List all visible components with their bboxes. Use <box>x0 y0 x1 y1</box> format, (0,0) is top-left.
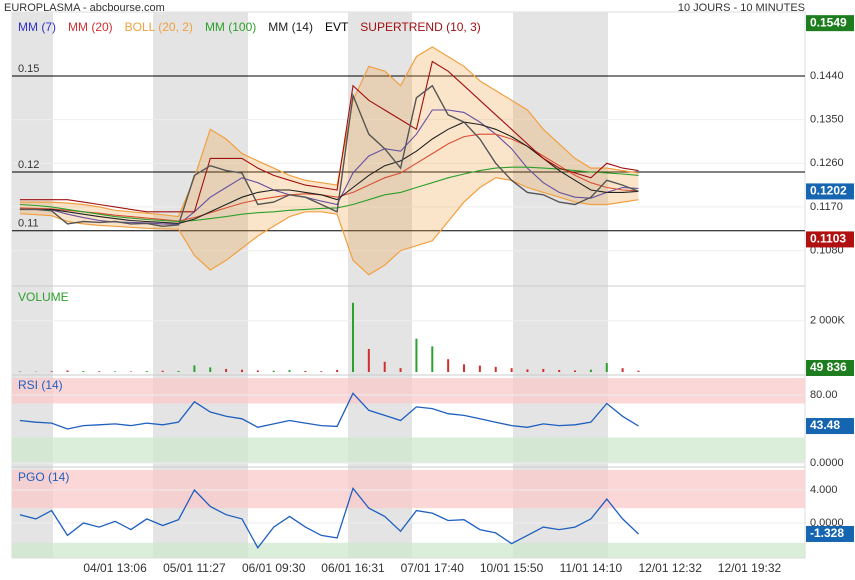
y-tick-label: 0.1080 <box>810 244 844 256</box>
y-tick-label: 0.1170 <box>810 201 843 213</box>
series-line <box>19 486 639 549</box>
volume-bar <box>510 368 513 372</box>
volume-bar <box>225 368 228 372</box>
volume-bar <box>526 369 529 372</box>
panel-title: PGO (14) <box>18 470 69 484</box>
volume-bar <box>256 370 259 372</box>
value-tag <box>806 360 854 376</box>
volume-bar <box>589 369 592 372</box>
legend-entry: MM (7) <box>18 20 56 34</box>
volume-bar <box>304 370 307 372</box>
volume-bar <box>463 364 466 372</box>
volume-bar <box>114 371 117 372</box>
value-tag-label: 0.1202 <box>810 184 847 198</box>
volume-bar <box>447 359 450 372</box>
volume-bar <box>177 370 180 372</box>
zone <box>12 378 805 404</box>
level-label: 0.15 <box>18 63 39 75</box>
legend-entry: MM (100) <box>205 20 256 34</box>
zone <box>12 437 805 463</box>
volume-bar <box>558 369 561 372</box>
series-line <box>19 392 639 430</box>
value-tag <box>806 15 854 32</box>
x-tick-label: 06/01 16:31 <box>321 561 385 575</box>
volume-bar <box>399 368 402 372</box>
volume-bar <box>336 369 339 372</box>
volume-bar <box>478 365 481 372</box>
volume-bar <box>18 371 21 372</box>
volume-bar <box>494 366 497 372</box>
x-tick-label: 04/01 13:06 <box>83 561 147 575</box>
value-tag-label: -1.328 <box>810 526 844 540</box>
volume-bar <box>82 370 85 372</box>
legend-entry: MM (20) <box>68 20 113 34</box>
volume-bar <box>415 338 418 372</box>
x-tick-label: 12/01 19:32 <box>718 561 782 575</box>
y-tick-label: 0.1350 <box>810 114 844 126</box>
series-line <box>19 121 639 224</box>
value-tag-label: 49 836 <box>810 360 847 374</box>
panel-title: VOLUME <box>18 290 69 304</box>
level-label: 0.12 <box>18 159 39 171</box>
x-tick-label: 10/01 15:50 <box>480 561 544 575</box>
volume-bar <box>542 368 545 372</box>
value-tag <box>806 525 854 542</box>
x-tick-label: 12/01 12:32 <box>638 561 702 575</box>
volume-bar <box>209 367 212 372</box>
y-tick-label: 80.00 <box>810 389 838 401</box>
volume-bar <box>66 370 69 372</box>
value-tag <box>806 418 854 435</box>
panel-title: RSI (14) <box>18 378 63 392</box>
volume-bar <box>383 361 386 372</box>
volume-bar <box>240 369 243 372</box>
page-title: EUROPLASMA - abcbourse.com <box>4 2 165 14</box>
x-tick-label: 06/01 09:30 <box>242 561 306 575</box>
x-tick-label: 07/01 17:40 <box>401 561 465 575</box>
volume-bar <box>351 302 354 372</box>
zone <box>12 542 805 558</box>
volume-bar <box>605 363 608 372</box>
volume-bar <box>98 371 101 372</box>
volume-bar <box>574 370 577 372</box>
series-line <box>19 84 639 228</box>
volume-bar <box>288 370 291 372</box>
y-tick-label: 4.000 <box>810 484 838 496</box>
volume-bar <box>320 371 323 372</box>
legend-entry: EVT <box>325 20 349 34</box>
volume-bar <box>431 346 434 372</box>
series-line <box>19 60 639 213</box>
x-tick-label: 11/01 14:10 <box>560 561 623 575</box>
y-tick-label: 2 000K <box>810 315 846 327</box>
legend-entry: SUPERTREND (10, 3) <box>360 20 480 34</box>
legend-entry: MM (14) <box>268 20 313 34</box>
series-line <box>19 177 639 276</box>
series-line <box>19 46 639 218</box>
volume-bar <box>193 365 196 372</box>
volume-bar <box>145 371 148 372</box>
legend-entry: BOLL (20, 2) <box>125 20 193 34</box>
y-tick-label: 0.0000 <box>810 517 844 529</box>
value-tag <box>806 231 854 248</box>
value-tag-label: 0.1549 <box>810 15 847 29</box>
volume-bar <box>637 370 640 372</box>
volume-bar <box>129 371 132 372</box>
zone <box>12 470 805 509</box>
y-tick-label: 0.0000 <box>810 457 844 469</box>
volume-bar <box>272 370 275 372</box>
volume-bar <box>367 348 370 372</box>
y-tick-label: 0.1440 <box>810 70 844 82</box>
volume-bar <box>161 370 164 372</box>
value-tag-label: 0.1103 <box>810 232 846 246</box>
volume-bar <box>621 368 624 372</box>
volume-bar <box>50 371 53 372</box>
period: 10 JOURS - 10 MINUTES <box>678 2 805 14</box>
y-tick-label: 0.1260 <box>810 157 844 169</box>
value-tag <box>806 183 854 200</box>
level-label: 0.11 <box>18 218 39 230</box>
value-tag-label: 43.48 <box>810 418 840 432</box>
x-tick-label: 05/01 11:27 <box>163 561 226 575</box>
